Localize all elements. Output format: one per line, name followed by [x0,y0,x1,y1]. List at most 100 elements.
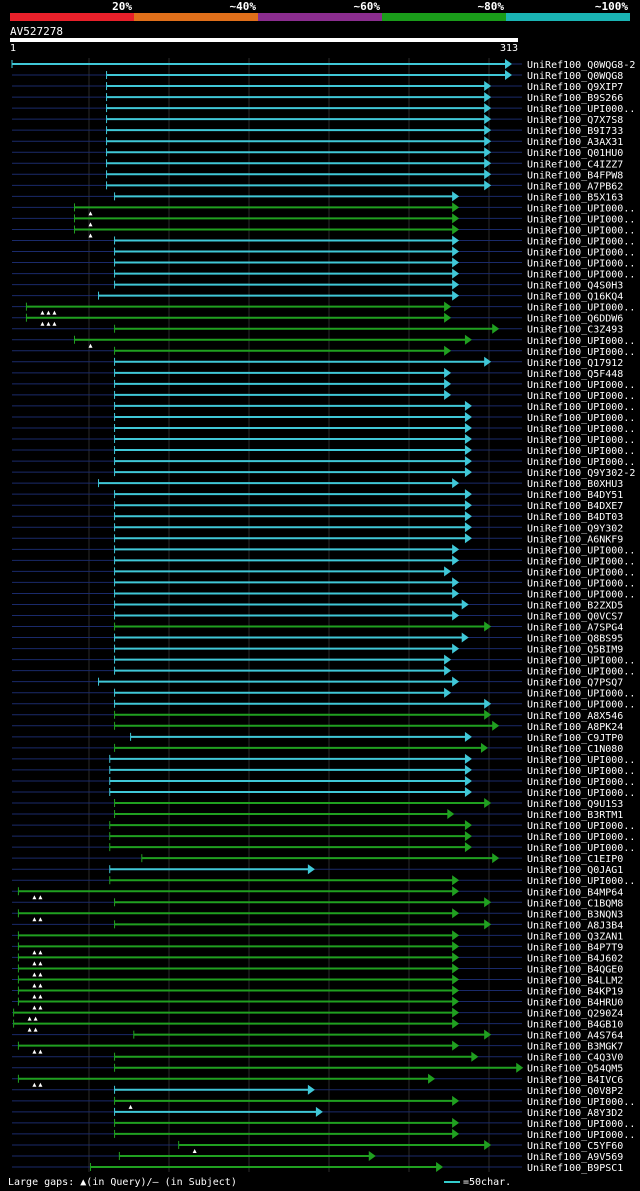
hit-label: UniRef100_A8PK24 [527,722,623,733]
hit-label: UniRef100_UPI000.. [527,446,635,457]
hit-label: UniRef100_B4HRU0 [527,998,623,1009]
hit-arrow [464,334,472,345]
gap-marker [32,917,37,922]
hit-label: UniRef100_UPI000.. [527,214,635,225]
hit-arrow [484,169,492,180]
query-bar [10,38,518,42]
hit-arrow [368,1150,376,1161]
hit-arrow [436,1162,444,1172]
hit-label: UniRef100_B3MGK7 [527,1042,623,1053]
hit-arrow [484,180,492,191]
hit-label: UniRef100_UPI000.. [527,589,635,600]
gap-marker [32,972,37,977]
gap-marker [88,233,93,238]
hit-label: UniRef100_UPI000.. [527,1130,635,1141]
hit-label: UniRef100_UPI000.. [527,435,635,446]
hit-arrow [452,555,460,566]
hit-arrow [452,257,460,268]
gap-marker [33,1016,38,1021]
hit-label: UniRef100_A8J3B4 [527,920,623,931]
hit-label: UniRef100_C9JTP0 [527,733,623,744]
hit-arrow [484,81,492,92]
hit-arrow [452,1117,460,1128]
hit-label: UniRef100_UPI000.. [527,556,635,567]
hit-label: UniRef100_B4J602 [527,953,623,964]
hit-label: UniRef100_Q9XIP7 [527,82,623,93]
hit-arrow [444,654,452,665]
hit-label: UniRef100_B4FPW8 [527,170,623,181]
hit-label: UniRef100_Q3ZAN1 [527,931,623,942]
hit-arrow [452,246,460,257]
hit-label: UniRef100_C5YF60 [527,1141,623,1152]
hit-label: UniRef100_Q0V8P2 [527,1086,623,1097]
hit-label: UniRef100_UPI000.. [527,777,635,788]
hit-label: UniRef100_UPI000.. [527,347,635,358]
gap-marker [27,1016,32,1021]
hit-arrow [484,103,492,114]
hit-label: UniRef100_UPI000.. [527,545,635,556]
hit-label: UniRef100_UPI000.. [527,667,635,678]
hit-label: UniRef100_B4QGE0 [527,964,623,975]
legend-label: ~80% [477,0,505,13]
hit-arrow [452,930,460,941]
hit-arrow [516,1062,524,1073]
hit-arrow [452,996,460,1007]
hit-arrow [484,136,492,147]
gap-marker [32,1005,37,1010]
hit-arrow [484,114,492,125]
hit-arrow [464,422,472,433]
hit-arrow [464,731,472,742]
hit-label: UniRef100_Q7X7S8 [527,115,623,126]
hit-arrow [452,886,460,897]
hit-arrow [452,1007,460,1018]
query-scale: 1 313 [10,43,518,54]
legend-segment [258,13,382,21]
hit-label: UniRef100_Q0VCS7 [527,612,623,623]
hit-label: UniRef100_B3RTM1 [527,810,623,821]
hit-arrow [464,500,472,511]
hit-label: UniRef100_UPI000.. [527,303,635,314]
hit-arrow [505,59,512,69]
hit-label: UniRef100_B4DT03 [527,512,623,523]
hit-arrow [452,588,460,599]
hit-arrow [461,599,469,610]
hit-label: UniRef100_UPI000.. [527,656,635,667]
scale-start: 1 [10,43,17,54]
hit-arrow [464,511,472,522]
hit-arrow [464,434,472,445]
hit-arrow [484,897,492,908]
hit-arrow [484,125,492,136]
gap-marker [27,1027,32,1032]
hit-arrow [452,963,460,974]
gap-marker [32,994,37,999]
hit-arrow [464,820,472,831]
gap-marker [32,983,37,988]
hit-label: UniRef100_B2ZXD5 [527,600,623,611]
hit-arrow [307,864,315,875]
hit-label: UniRef100_UPI000.. [527,1119,635,1130]
gaps-query: (in Query)/ [86,1177,153,1188]
hit-label: UniRef100_Q4S0H3 [527,281,623,292]
gap-marker [52,310,57,315]
hit-label: UniRef100_C3Z493 [527,325,623,336]
gap-marker [32,950,37,955]
hit-label: UniRef100_UPI000.. [527,336,635,347]
gap-marker [192,1148,197,1153]
hit-label: UniRef100_C4IZZ7 [527,159,623,170]
hit-label: UniRef100_Q290Z4 [527,1009,623,1020]
hit-arrow [452,985,460,996]
hit-arrow [452,544,460,555]
hit-label: UniRef100_Q0WQG8 [527,71,623,82]
gap-marker [52,321,57,326]
gap-marker [46,321,51,326]
hit-arrow [492,720,500,731]
hit-label: UniRef100_UPI000.. [527,578,635,589]
hit-arrow [444,312,452,323]
hit-arrow [307,1084,315,1095]
hit-arrow [452,290,460,301]
hit-label: UniRef100_UPI000.. [527,457,635,468]
hit-label: UniRef100_UPI000.. [527,236,635,247]
hit-label: UniRef100_UPI000.. [527,788,635,799]
legend-label: ~100% [594,0,628,13]
hit-label: UniRef100_Q7PSQ7 [527,678,623,689]
